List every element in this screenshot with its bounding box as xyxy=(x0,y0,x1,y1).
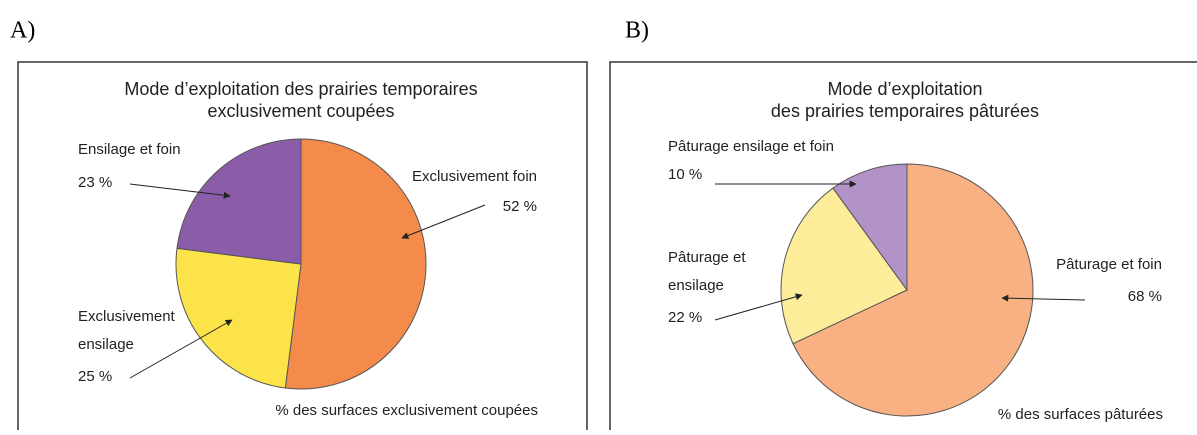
value-label: 25 % xyxy=(78,368,112,385)
pie-slice xyxy=(284,138,427,390)
value-label: 52 % xyxy=(503,198,537,215)
chart-title: Mode d’exploitation des prairies tempora… xyxy=(124,79,477,99)
pie-slice xyxy=(780,187,908,345)
pie-slice xyxy=(175,247,302,389)
frame xyxy=(609,61,1197,430)
value-label: 68 % xyxy=(1128,288,1162,305)
footnote: % des surfaces pâturées xyxy=(998,406,1163,423)
chart-title: des prairies temporaires pâturées xyxy=(771,101,1039,121)
arrow xyxy=(129,183,231,199)
arrow xyxy=(129,319,233,379)
panel-label: A) xyxy=(10,18,35,44)
panel-label: B) xyxy=(625,18,649,44)
pie-slice xyxy=(792,163,1034,417)
chart-title: exclusivement coupées xyxy=(207,101,394,121)
arrow xyxy=(714,293,803,321)
value-label: 22 % xyxy=(668,309,702,326)
value-label: 10 % xyxy=(668,166,702,183)
pie-slice xyxy=(176,138,302,265)
arrow xyxy=(1001,294,1086,302)
slice-label: Exclusivement foin xyxy=(412,168,537,185)
slice-label: ensilage xyxy=(78,336,134,353)
slice-label: Pâturage et xyxy=(668,249,746,266)
value-label: 23 % xyxy=(78,174,112,191)
slice-label: Ensilage et foin xyxy=(78,141,181,158)
slice-label: ensilage xyxy=(668,277,724,294)
slice-label: Exclusivement xyxy=(78,308,176,325)
frame xyxy=(17,61,588,430)
slice-label: Pâturage et foin xyxy=(1056,256,1162,273)
chart-title: Mode d’exploitation xyxy=(827,79,982,99)
slice-label: Pâturage ensilage et foin xyxy=(668,138,834,155)
footnote: % des surfaces exclusivement coupées xyxy=(275,402,538,419)
arrow xyxy=(401,204,486,239)
pie-slice xyxy=(832,163,908,292)
